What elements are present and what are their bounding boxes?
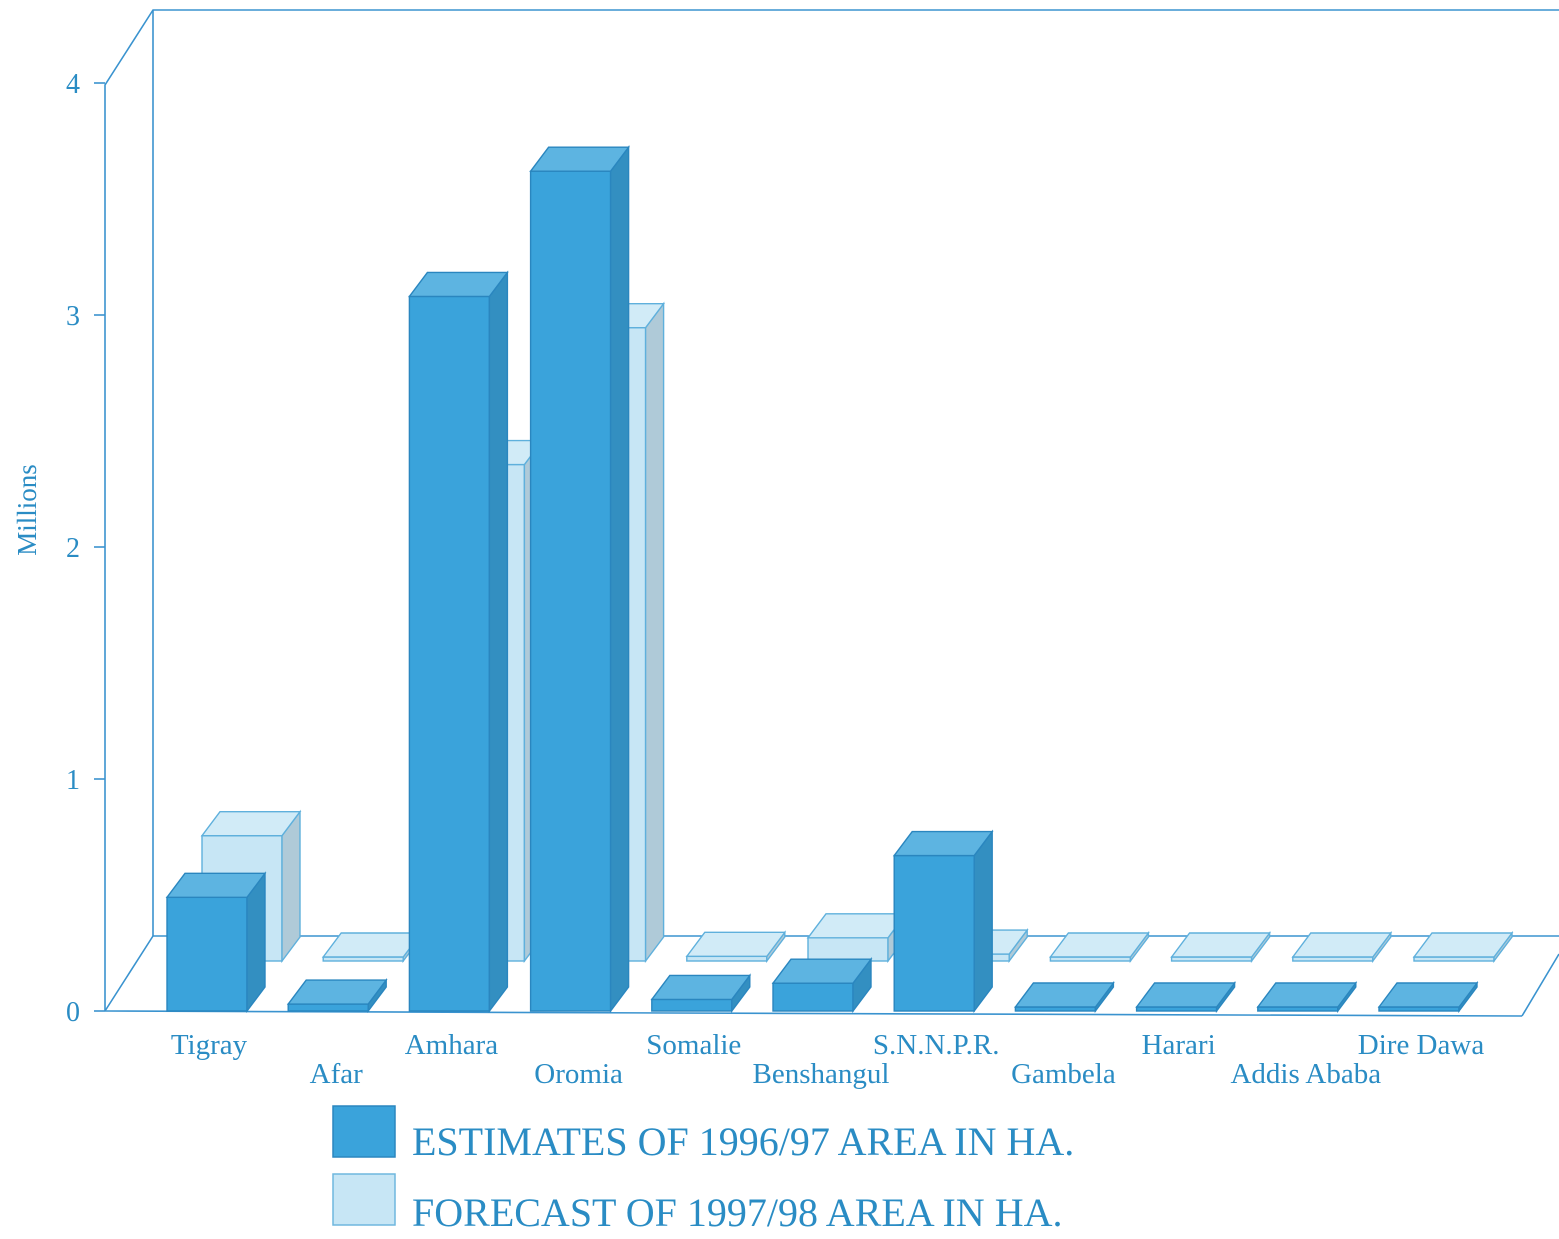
y-tick-label: 3 [66, 301, 80, 332]
forecast-bar-10 [1412, 930, 1514, 964]
estimate-bar-8 [1135, 980, 1236, 1014]
estimate-bar-9 [1256, 980, 1358, 1014]
legend-swatch-forecast [332, 1173, 396, 1226]
forecast-bar-1 [321, 930, 423, 964]
y-axis-title: Millions [12, 464, 42, 556]
forecast-bar-4 [685, 930, 787, 964]
estimate-bar-7 [1014, 980, 1115, 1014]
y-tick-label: 2 [66, 533, 80, 564]
y-tick-label: 0 [66, 997, 80, 1028]
estimate-bar-6 [892, 829, 994, 1014]
legend-label-forecast: FORECAST OF 1997/98 AREA IN HA. [412, 1190, 1062, 1234]
x-category-label: Gambela [1011, 1058, 1116, 1090]
x-category-label: Addis Ababa [1230, 1058, 1381, 1090]
estimate-bar-3 [529, 145, 630, 1014]
forecast-bar-5 [806, 911, 908, 964]
x-category-label: Afar [310, 1058, 363, 1090]
estimate-bar-10 [1377, 980, 1479, 1014]
legend-swatch-estimates [332, 1105, 396, 1158]
y-tick-label: 1 [66, 765, 80, 796]
forecast-bar-7 [1049, 930, 1150, 964]
x-category-label: Amhara [405, 1029, 499, 1061]
x-category-label: Benshangul [753, 1058, 890, 1090]
x-axis-category-labels: Tigray Afar Amhara Oromia Somalie BenshangulS… [171, 1029, 1484, 1090]
estimate-bar-0 [165, 871, 267, 1014]
x-category-label: Harari [1142, 1029, 1216, 1061]
forecast-series-bars [200, 301, 1514, 964]
legend-label-estimates: ESTIMATES OF 1996/97 AREA IN HA. [412, 1119, 1074, 1164]
estimate-series-bars [165, 145, 1479, 1014]
x-category-label: Somalie [646, 1029, 741, 1061]
estimate-bar-5 [771, 957, 873, 1014]
x-category-label: Dire Dawa [1358, 1029, 1485, 1061]
estimate-bar-2 [407, 270, 509, 1014]
legend: ESTIMATES OF 1996/97 AREA IN HA. FORECAS… [332, 1105, 1074, 1235]
forecast-bar-8 [1170, 930, 1271, 964]
x-category-label: S.N.N.P.R. [873, 1029, 1000, 1061]
chart-frame [104, 9, 1559, 1017]
forecast-bar-9 [1291, 930, 1393, 964]
estimate-bar-1 [286, 977, 388, 1014]
x-category-label: Oromia [534, 1058, 623, 1090]
estimate-bar-4 [650, 973, 752, 1014]
x-category-label: Tigray [171, 1029, 248, 1061]
y-axis: 0 1 2 3 4 [66, 69, 105, 1028]
y-tick-label: 4 [66, 69, 80, 100]
